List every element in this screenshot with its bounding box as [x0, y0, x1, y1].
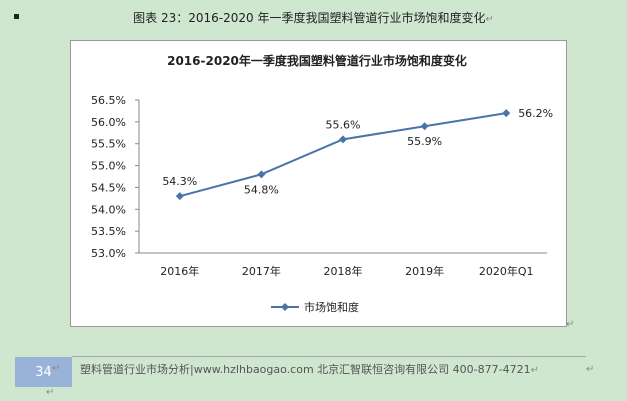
x-tick-label: 2020年Q1: [479, 264, 534, 278]
paragraph-mark-icon: ↵: [566, 319, 575, 330]
data-label: 56.2%: [518, 107, 553, 120]
chart-svg: 2016-2020年一季度我国塑料管道行业市场饱和度变化 53.0% 53.5% 5…: [91, 53, 553, 314]
legend: 市场饱和度: [271, 300, 359, 314]
data-point-marker: [175, 192, 184, 201]
footer-divider: [72, 356, 586, 357]
data-label: 55.6%: [326, 118, 361, 131]
paragraph-mark-icon: ↵: [586, 364, 595, 375]
data-point-marker: [502, 109, 511, 118]
paragraph-mark-icon: ↵: [485, 14, 494, 25]
footer-company-text: 塑料管道行业市场分析|www.hzlhbaogao.com 北京汇智联恒咨询有限…: [80, 363, 531, 376]
y-tick-label: 55.0%: [91, 160, 126, 173]
x-tick-label: 2018年: [324, 264, 363, 278]
figure-caption-text: 图表 23：2016-2020 年一季度我国塑料管道行业市场饱和度变化: [133, 11, 486, 25]
page-number: 34: [35, 364, 52, 380]
y-tick-label: 53.5%: [91, 225, 126, 238]
paragraph-mark-icon: ↵: [46, 387, 55, 398]
y-tick-label: 54.0%: [91, 203, 126, 216]
page-number-badge: 34: [15, 357, 72, 387]
data-label: 54.3%: [162, 175, 197, 188]
y-tick-label: 53.0%: [91, 247, 126, 260]
y-tick-label: 56.0%: [91, 116, 126, 129]
figure-caption: 图表 23：2016-2020 年一季度我国塑料管道行业市场饱和度变化↵: [0, 9, 627, 26]
paragraph-mark-icon: ↵: [530, 365, 539, 376]
x-tick-label: 2019年: [405, 264, 444, 278]
footer-text: 塑料管道行业市场分析|www.hzlhbaogao.com 北京汇智联恒咨询有限…: [80, 361, 539, 377]
data-point-marker: [339, 135, 347, 144]
list-bullet: [14, 14, 19, 19]
paragraph-mark-icon: ↵: [52, 363, 61, 374]
x-tick-label: 2017年: [242, 264, 281, 278]
chart-container: 2016-2020年一季度我国塑料管道行业市场饱和度变化 53.0% 53.5% 5…: [70, 40, 567, 327]
data-point-marker: [257, 170, 266, 179]
data-label: 55.9%: [407, 135, 442, 148]
legend-label: 市场饱和度: [304, 300, 359, 314]
y-tick-label: 56.5%: [91, 94, 126, 107]
data-point-marker: [420, 122, 429, 131]
y-tick-label: 55.5%: [91, 138, 126, 151]
data-label: 54.8%: [244, 183, 279, 196]
y-tick-label: 54.5%: [91, 181, 126, 194]
x-tick-label: 2016年: [160, 264, 199, 278]
chart-title: 2016-2020年一季度我国塑料管道行业市场饱和度变化: [167, 53, 467, 68]
legend-marker-swatch: [281, 303, 289, 311]
